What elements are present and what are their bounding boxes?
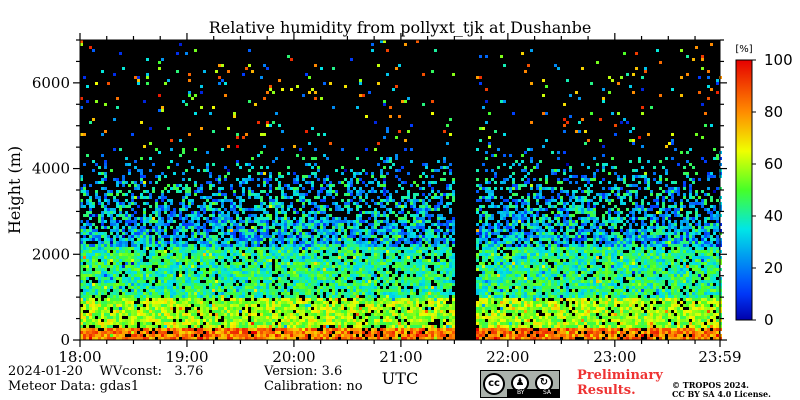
- footer-wvconst-label: WVconst:: [99, 364, 162, 379]
- y-axis-label: Height (m): [5, 146, 24, 234]
- colorbar-unit: [%]: [735, 44, 752, 55]
- chart-title: Relative humidity from pollyxt_tjk at Du…: [209, 18, 592, 37]
- x-tick-label: 19:00: [165, 348, 208, 366]
- copyright-line1: © TROPOS 2024.: [672, 380, 749, 390]
- colorbar-tick-label: 20: [764, 259, 783, 277]
- colorbar-tick-label: 40: [764, 207, 783, 225]
- cc-license-badge: cc ♟ ↻ BY SA: [480, 370, 560, 398]
- y-tick-label: 4000: [32, 160, 70, 178]
- x-tick-label: 20:00: [272, 348, 315, 366]
- cc-sa-share-icon: ↻: [535, 374, 553, 392]
- footer-meteor: Meteor Data: gdas1: [8, 379, 140, 394]
- footer-wvconst-value: 3.76: [174, 364, 204, 379]
- y-tick-label: 2000: [32, 245, 70, 263]
- colorbar: [735, 59, 753, 321]
- x-tick-label: 23:59: [698, 348, 741, 366]
- preliminary-line1: Preliminary: [577, 368, 663, 383]
- y-tick-label: 6000: [32, 74, 70, 92]
- x-tick-label: 22:00: [486, 348, 529, 366]
- humidity-field: [80, 40, 722, 340]
- colorbar-tick-label: 80: [764, 103, 783, 121]
- cc-strip: BY SA: [507, 389, 559, 397]
- colorbar-tick-label: 60: [764, 155, 783, 173]
- cc-by-label: BY: [517, 389, 525, 396]
- preliminary-line2: Results.: [577, 383, 636, 398]
- footer-date-line: 2024-01-20 WVconst: 3.76: [8, 365, 203, 379]
- colorbar-tick-label: 100: [764, 51, 793, 69]
- footer-date: 2024-01-20: [8, 364, 83, 379]
- x-tick-label: 23:00: [593, 348, 636, 366]
- footer-calibration: Calibration: no: [264, 379, 363, 394]
- y-tick-label: 0: [60, 331, 70, 349]
- cc-logo-icon: cc: [483, 373, 505, 395]
- x-tick-label: 21:00: [379, 348, 422, 366]
- copyright-line2: CC BY SA 4.0 License.: [672, 389, 771, 399]
- x-axis-label: UTC: [382, 369, 418, 388]
- x-tick-label: 18:00: [58, 348, 101, 366]
- footer-version: Version: 3.6: [264, 364, 343, 379]
- cc-sa-label: SA: [543, 389, 552, 396]
- colorbar-tick-label: 0: [764, 311, 774, 329]
